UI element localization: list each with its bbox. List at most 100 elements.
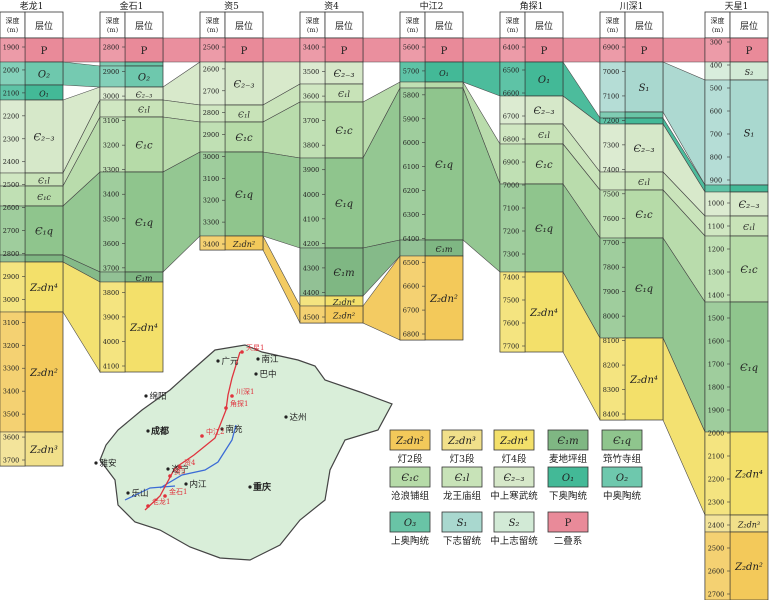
depth-tick-label: 2900 bbox=[103, 68, 120, 76]
well-titles: 老龙1 金石1 资5 资4 中江2 角探1 川深1 天星1 bbox=[20, 0, 749, 12]
correlation-band-O2 bbox=[62, 61, 101, 88]
depth-interval-E1l bbox=[599, 171, 626, 191]
depth-interval-Z2dn4 bbox=[599, 337, 626, 421]
depth-tick-label: 800 bbox=[710, 154, 722, 162]
layer-header bbox=[124, 11, 164, 39]
depth-tick-label: 8300 bbox=[603, 386, 620, 394]
map-well-dot bbox=[230, 394, 234, 398]
legend-item-P: P 二叠系 bbox=[547, 511, 589, 547]
legend-name: 灯2段 bbox=[397, 453, 423, 465]
legend-symbol: Є₁q bbox=[613, 436, 631, 447]
depth-header bbox=[199, 11, 226, 39]
depth-header-unit: (m) bbox=[712, 26, 724, 34]
layer-interval-P bbox=[524, 37, 564, 63]
layer-label: P bbox=[141, 46, 148, 57]
city-label: 南江 bbox=[261, 354, 279, 365]
depth-tick-label: 3700 bbox=[103, 264, 120, 272]
layer-label: P bbox=[41, 46, 48, 57]
depth-interval-E1l bbox=[99, 99, 126, 118]
depth-header-label: 深度 bbox=[406, 16, 420, 25]
depth-header-label: 深度 bbox=[506, 16, 520, 25]
city-dot bbox=[126, 491, 130, 495]
depth-tick-label: 1700 bbox=[708, 361, 725, 369]
layer-label: Z₂dn⁴ bbox=[332, 298, 355, 307]
legend-symbol: O₃ bbox=[404, 518, 416, 529]
layer-label: Є₁c bbox=[135, 141, 153, 152]
depth-tick-label: 5700 bbox=[403, 67, 420, 75]
depth-interval-E1c bbox=[399, 81, 426, 89]
layer-interval-E1q bbox=[524, 183, 564, 273]
layer-label: Є₁q bbox=[135, 218, 153, 229]
well-name: 资5 bbox=[224, 1, 239, 12]
depth-tick-label: 3900 bbox=[303, 166, 320, 174]
layer-interval-E1c bbox=[324, 101, 364, 159]
layer-label: Z₂dn² bbox=[429, 294, 458, 305]
depth-tick-label: 7300 bbox=[503, 251, 520, 259]
layer-label: Є₁q bbox=[435, 160, 453, 171]
depth-interval-E1c bbox=[704, 235, 731, 303]
layer-interval-E23 bbox=[24, 99, 64, 174]
legend-swatch bbox=[389, 429, 431, 451]
depth-tick-label: 7800 bbox=[603, 264, 620, 272]
depth-tick-label: 2300 bbox=[3, 135, 20, 143]
depth-tick-label: 4500 bbox=[303, 314, 320, 322]
depth-tick-label: 3700 bbox=[303, 117, 320, 125]
map-well-dot bbox=[240, 350, 244, 354]
depth-header bbox=[599, 11, 626, 39]
layer-interval-S1 bbox=[624, 61, 664, 113]
city-dot bbox=[144, 394, 148, 398]
city-label: 南充 bbox=[225, 424, 243, 435]
depth-interval-P bbox=[704, 37, 731, 63]
well-name: 角探1 bbox=[520, 0, 544, 12]
depth-tick-label: 6900 bbox=[503, 159, 520, 167]
depth-tick-label: 600 bbox=[710, 108, 722, 116]
depth-interval-E23 bbox=[704, 191, 731, 217]
layer-interval-E1q bbox=[124, 171, 164, 273]
city-label: 雅安 bbox=[99, 458, 116, 469]
depth-tick-label: 6400 bbox=[403, 235, 420, 243]
depth-header-unit: (m) bbox=[507, 26, 519, 34]
layer-interval-Z2dn4 bbox=[124, 281, 164, 373]
layer-header bbox=[224, 11, 264, 39]
depth-tick-label: 6600 bbox=[403, 283, 420, 291]
map-well-dot bbox=[178, 465, 182, 469]
depth-interval-P bbox=[99, 37, 126, 63]
layer-label: Z₂dn² bbox=[29, 368, 58, 379]
layer-interval-P bbox=[324, 37, 364, 63]
layer-interval-E1q bbox=[624, 237, 664, 339]
legend-swatch bbox=[547, 466, 589, 488]
legend-item-E1m: Є₁m 麦地坪组 bbox=[547, 429, 589, 465]
depth-tick-label: 2000 bbox=[3, 66, 20, 74]
layer-label: S₁ bbox=[744, 129, 755, 140]
depth-tick-label: 3000 bbox=[3, 296, 20, 304]
depth-tick-label: 2400 bbox=[3, 158, 20, 166]
layer-label: Є₁q bbox=[235, 190, 253, 201]
layer-label: Є₁q bbox=[740, 363, 758, 374]
map-well-dot bbox=[163, 494, 167, 498]
layer-header-label: 层位 bbox=[635, 20, 653, 32]
depth-tick-label: 3100 bbox=[3, 319, 20, 327]
layer-interval-E1q bbox=[224, 151, 264, 237]
depth-tick-label: 7100 bbox=[503, 205, 520, 213]
legend-symbol: S₂ bbox=[509, 518, 520, 529]
layer-label: Є₂₋₃ bbox=[739, 200, 760, 211]
legend-symbol: O₁ bbox=[562, 473, 574, 484]
depth-tick-label: 7600 bbox=[603, 215, 620, 223]
depth-tick-label: 6300 bbox=[403, 211, 420, 219]
layer-label: O₁ bbox=[439, 69, 449, 78]
layer-label: Є₂₋₃ bbox=[534, 106, 555, 117]
depth-tick-label: 3000 bbox=[203, 153, 220, 161]
depth-tick-label: 1500 bbox=[708, 315, 725, 323]
depth-tick-label: 300 bbox=[710, 39, 722, 47]
layer-interval-Z2dn3 bbox=[24, 431, 64, 467]
depth-tick-label: 3100 bbox=[103, 117, 120, 125]
layer-label: O₂ bbox=[38, 70, 50, 81]
legend-name: 中奥陶统 bbox=[603, 490, 642, 502]
depth-tick-label: 6700 bbox=[403, 307, 420, 315]
city-label: 成都 bbox=[151, 425, 169, 437]
layer-label: Z₂dn² bbox=[232, 240, 255, 249]
layer-interval-P bbox=[424, 37, 464, 63]
depth-interval-Z2dn4 bbox=[704, 431, 731, 516]
